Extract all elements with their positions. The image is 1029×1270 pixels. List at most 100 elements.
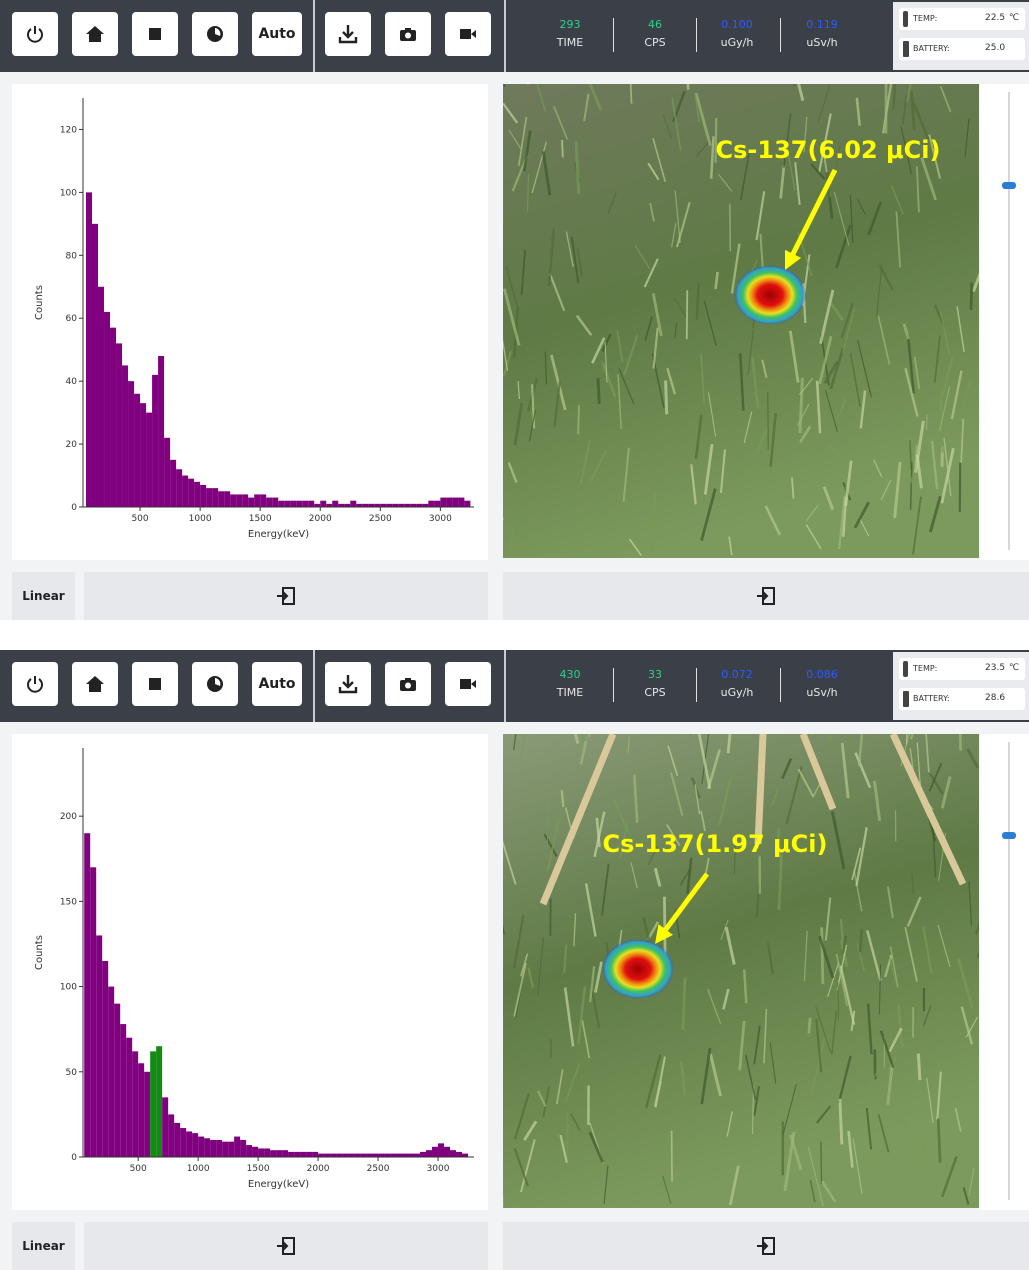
histogram-bar [258,1148,264,1157]
slider-thumb[interactable] [1002,832,1016,839]
histogram-bar [146,413,152,507]
temp-row: TEMP:23.5℃ [899,658,1025,680]
histogram-bar [104,312,110,507]
histogram-bar [434,501,440,507]
histogram-bar [242,494,248,507]
histogram-bar [102,961,108,1157]
toolbar-button[interactable] [72,12,118,56]
toolbar-button[interactable] [445,12,491,56]
toolbar-button[interactable] [132,12,178,56]
histogram-bar [252,1147,258,1157]
scale-button[interactable]: Linear [12,572,75,620]
metric-divider [613,18,614,52]
grass-blade [838,982,839,1020]
exit-button[interactable] [84,1222,488,1270]
grass-blade [809,1018,810,1034]
toolbar-button[interactable] [12,662,58,706]
x-tick-label: 1500 [247,1164,270,1174]
battery-value: 25.0 [985,43,1005,53]
grass-blade [941,403,943,452]
histogram-bar [446,498,452,507]
grass-blade [598,378,599,404]
y-tick-label: 200 [60,812,77,822]
y-tick-label: 0 [71,503,77,513]
histogram-bar [128,381,134,507]
histogram-bar [360,1154,366,1157]
x-tick-label: 2000 [307,1164,330,1174]
histogram-bar [440,498,446,507]
histogram-bar [212,488,218,507]
histogram-bar [426,1150,432,1157]
histogram-bar [204,1138,210,1157]
histogram-bar [144,1072,150,1157]
y-tick-label: 20 [66,440,78,450]
screen: (() => { const data = JSON.parse(documen… [0,0,1029,1266]
toolbar-button[interactable] [385,662,431,706]
histogram-bar [236,494,242,507]
slider-thumb[interactable] [1002,182,1016,189]
x-tick-label: 2500 [367,1164,390,1174]
scale-button[interactable]: Linear [12,1222,75,1270]
toolbar-button[interactable] [192,12,238,56]
grass-blade [578,405,579,434]
histogram-bar [254,494,260,507]
exit-button[interactable] [503,572,1029,620]
histogram-bar [366,1154,372,1157]
zoom-slider[interactable] [980,734,1029,1210]
histogram-bar [348,1154,354,1157]
icon [337,673,359,695]
exit-button[interactable] [84,572,488,620]
histogram-bar [152,375,158,507]
histogram-bar [420,1152,426,1157]
histogram-bar [170,460,176,507]
icon-part [86,26,104,42]
histogram-bar [378,1154,384,1157]
icon [397,23,419,45]
histogram-bar [302,501,308,507]
x-tick-label: 2000 [309,514,332,524]
y-tick-label: 100 [60,983,77,993]
grass-blade [960,734,961,750]
histogram-bar [200,485,206,507]
histogram-bar [206,488,212,507]
histogram-bar [92,224,98,507]
x-tick-label: 1000 [187,1164,210,1174]
toolbar-button[interactable] [72,662,118,706]
metric-label: CPS [620,36,690,49]
toolbar-button[interactable] [445,662,491,706]
toolbar-button[interactable] [385,12,431,56]
y-axis-label: Counts [34,935,45,970]
zoom-slider[interactable] [980,84,1029,560]
grass-blade [840,1099,842,1145]
exit-button[interactable] [503,1222,1029,1270]
battery-row: BATTERY:25.0 [899,38,1025,60]
histogram-bar [264,1148,270,1157]
histogram-bar [230,494,236,507]
y-axis-label: Counts [34,285,45,320]
toolbar-button[interactable] [192,662,238,706]
metric-label: uGy/h [702,686,772,699]
toolbar-button[interactable] [325,662,371,706]
toolbar-button[interactable] [132,662,178,706]
toolbar-button[interactable] [12,12,58,56]
grass-blade [687,290,688,339]
metric-value: 430 [535,668,605,681]
histogram-bar [120,1024,126,1157]
toolbar-divider [504,0,506,72]
toolbar-button[interactable] [325,12,371,56]
battery-icon [903,691,909,707]
histogram-bar [456,1152,462,1157]
thermo-icon [903,11,908,27]
grass-blade [562,140,563,157]
toolbar-button[interactable]: Auto [252,662,302,706]
histogram-bar [464,501,470,507]
toolbar-button[interactable]: Auto [252,12,302,56]
histogram-bar [198,1137,204,1157]
icon-part [149,28,161,40]
y-tick-label: 0 [71,1153,77,1163]
histogram-bar [288,1152,294,1157]
metric-value: 46 [620,18,690,31]
grass-blade [918,1054,920,1081]
x-tick-label: 500 [131,514,148,524]
